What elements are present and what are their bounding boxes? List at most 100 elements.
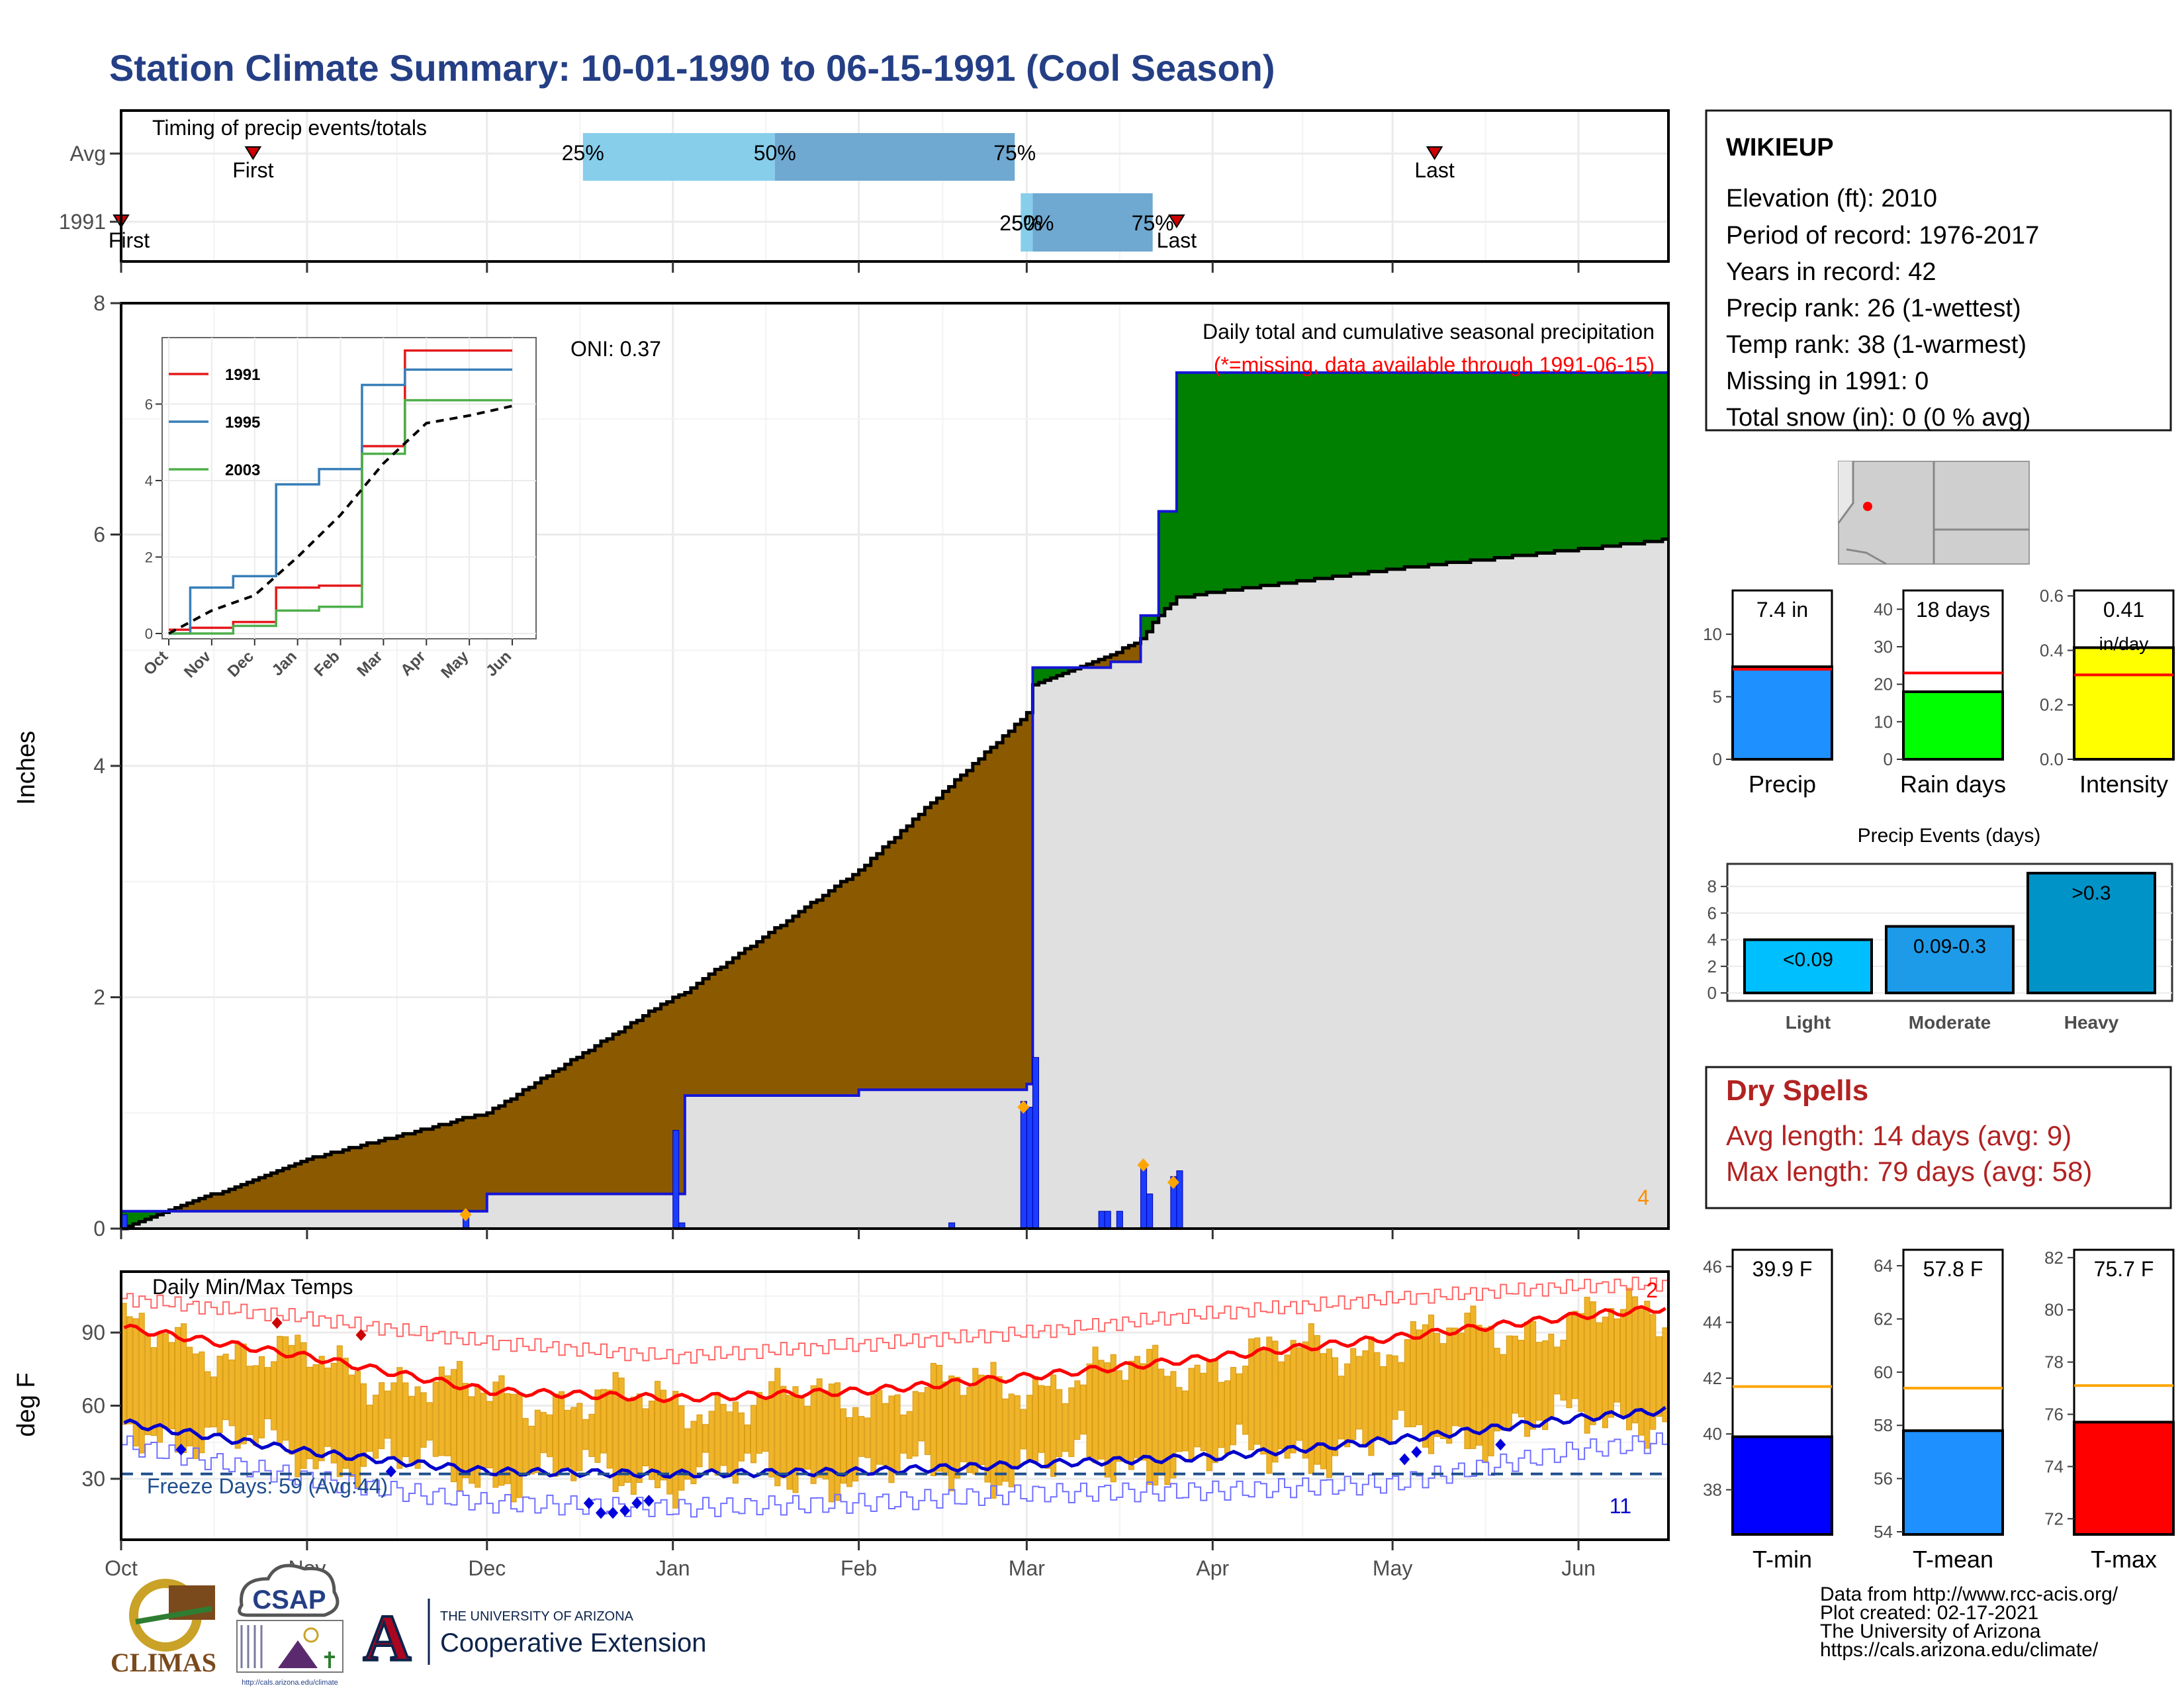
avg-first-label: First xyxy=(232,158,273,182)
temp-day-bar xyxy=(1518,1340,1525,1418)
tmean-summary-tick-label: 54 xyxy=(1874,1522,1893,1542)
temp-day-bar xyxy=(486,1401,493,1469)
events-tick-label: 4 xyxy=(1707,930,1717,950)
rain-days-summary-bar xyxy=(1902,690,2004,761)
temp-day-bar xyxy=(552,1393,559,1477)
temp-day-bar xyxy=(193,1353,199,1460)
temp-day-bar xyxy=(1152,1344,1159,1485)
temp-day-bar xyxy=(475,1386,481,1488)
temp-day-bar xyxy=(1326,1348,1333,1478)
temp-day-bar xyxy=(1566,1313,1572,1409)
temp-day-bar xyxy=(762,1396,769,1452)
temp-day-bar xyxy=(1260,1347,1267,1455)
temp-day-bar xyxy=(1476,1325,1482,1446)
temp-day-bar xyxy=(1224,1380,1230,1454)
temp-day-bar xyxy=(1044,1385,1051,1469)
missing-note: (*=missing, data available through 1991-… xyxy=(1214,353,1655,377)
temp-day-bar xyxy=(396,1367,403,1469)
temp-day-bar xyxy=(702,1424,709,1453)
temp-day-bar xyxy=(1650,1314,1657,1430)
surplus-area xyxy=(121,372,1668,1229)
temp-day-bar xyxy=(1236,1373,1243,1425)
avg-last-marker xyxy=(1426,146,1443,160)
temp-day-bar xyxy=(720,1403,727,1466)
temp-day-bar xyxy=(708,1411,715,1470)
temp-day-bar xyxy=(732,1401,739,1484)
record-low-marker xyxy=(619,1504,631,1517)
temp-day-bar xyxy=(1452,1327,1459,1427)
record-min-line xyxy=(121,1432,1668,1518)
tmax-summary-tick-label: 72 xyxy=(2044,1509,2064,1528)
temp-day-bar xyxy=(1314,1335,1320,1465)
timing-row-year: 1991 xyxy=(59,210,106,234)
temp-day-bar xyxy=(1302,1341,1308,1459)
tmin-summary-tick-label: 42 xyxy=(1703,1368,1722,1388)
temp-day-bar xyxy=(306,1366,313,1460)
temp-day-bar xyxy=(864,1417,871,1458)
temp-day-bar xyxy=(432,1382,439,1457)
temp-day-bar xyxy=(1218,1382,1224,1448)
tmax-summary-bar xyxy=(2073,1421,2175,1536)
temp-day-bar xyxy=(1200,1372,1206,1452)
tmean-summary-tick-label: 60 xyxy=(1874,1362,1893,1382)
temp-day-bar xyxy=(1116,1370,1122,1462)
footer-university: The University of Arizona xyxy=(1820,1620,2041,1642)
temp-day-bar xyxy=(330,1362,337,1464)
tmax-summary-value: 75.7 F xyxy=(2094,1257,2154,1281)
temp-day-bar xyxy=(1182,1390,1189,1452)
temp-day-bar xyxy=(373,1394,379,1459)
deficit-area xyxy=(169,643,1141,1211)
temp-day-bar xyxy=(181,1323,187,1453)
precip-summary-label: Precip xyxy=(1749,771,1816,798)
temp-day-bar xyxy=(894,1394,901,1474)
temp-day-bar xyxy=(655,1381,661,1489)
temp-day-bar xyxy=(1188,1368,1195,1460)
tmax-summary-tick-label: 80 xyxy=(2044,1300,2064,1320)
temp-day-bar xyxy=(684,1428,691,1480)
tmean-summary-label: T-mean xyxy=(1913,1546,1993,1573)
temp-day-bar xyxy=(630,1396,637,1495)
rain-days-summary: 0 10 20 30 40 18 days Rain days xyxy=(1874,589,2006,798)
temp-day-bar xyxy=(1350,1348,1357,1440)
intensity-summary: 0.0 0.2 0.4 0.6 0.41 in/day Intensity xyxy=(2040,586,2175,798)
events-bar-range: <0.09 xyxy=(1783,949,1833,971)
timing-label: Timing of precip events/totals xyxy=(152,116,427,140)
precip-bar xyxy=(1026,1107,1033,1229)
temp-day-bar xyxy=(228,1359,235,1427)
temp-day-bar xyxy=(1038,1385,1045,1453)
temp-day-bar xyxy=(1626,1288,1633,1430)
tmax-summary-tick-label: 76 xyxy=(2044,1405,2064,1425)
ua-small-text: THE UNIVERSITY OF ARIZONA xyxy=(440,1609,634,1624)
temp-day-bar xyxy=(240,1343,247,1444)
temp-day-bar xyxy=(565,1409,571,1468)
temp-day-bar xyxy=(1440,1343,1447,1439)
temp-day-bar xyxy=(540,1412,547,1454)
oni-label: ONI: 0.37 xyxy=(570,337,661,361)
record-low-marker xyxy=(1495,1438,1506,1451)
temp-day-bar xyxy=(1146,1348,1153,1485)
precip-bar xyxy=(1098,1211,1105,1229)
events-tick-label: 8 xyxy=(1707,876,1717,896)
temp-day-bar xyxy=(1560,1339,1567,1401)
precip-ytick-label: 0 xyxy=(93,1217,105,1241)
temp-day-bar xyxy=(420,1392,427,1448)
temp-day-bar xyxy=(612,1372,619,1492)
temp-day-bar xyxy=(1272,1340,1279,1463)
temp-day-bar xyxy=(744,1424,751,1454)
temp-day-bar xyxy=(348,1374,355,1477)
tmin-summary-tick-label: 44 xyxy=(1703,1313,1722,1333)
precip-panel: ONI: 0.37 Daily total and cumulative sea… xyxy=(13,291,1670,1241)
freeze-days-label: Freeze Days: 59 (Avg:44) xyxy=(147,1474,388,1498)
temp-day-bar xyxy=(870,1393,877,1473)
dry-spells-box: Dry Spells Avg length: 14 days (avg: 9) … xyxy=(1705,1066,2172,1209)
temp-day-bar xyxy=(912,1391,919,1457)
temp-day-bar xyxy=(642,1408,649,1467)
precip-bar xyxy=(1116,1211,1123,1229)
temp-day-bar xyxy=(1080,1384,1087,1435)
tmean-summary-tick-label: 62 xyxy=(1874,1309,1893,1329)
temp-day-bar xyxy=(840,1408,847,1484)
temp-day-bar xyxy=(516,1393,523,1498)
temp-day-bar xyxy=(888,1395,895,1483)
tmin-summary-label: T-min xyxy=(1752,1546,1812,1573)
